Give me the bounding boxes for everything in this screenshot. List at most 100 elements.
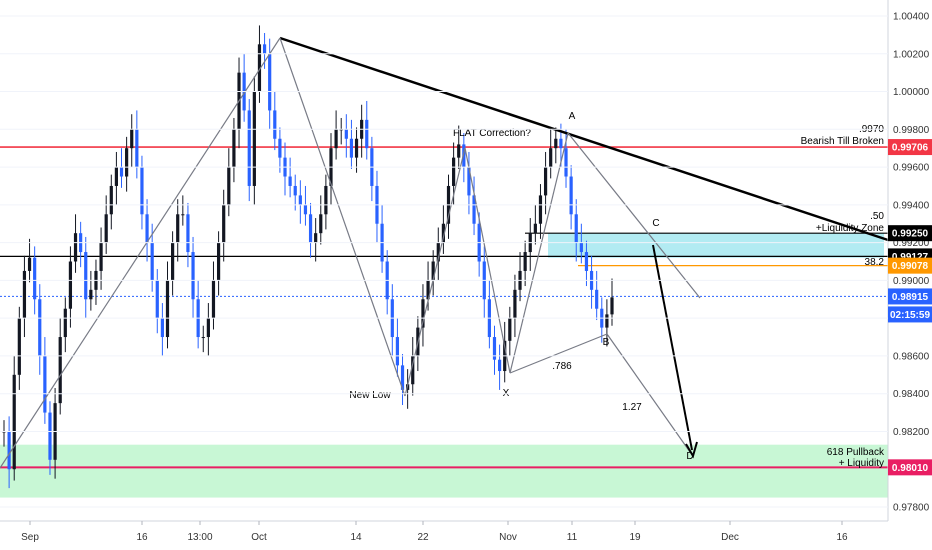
- price-tag: [888, 257, 932, 274]
- candle-body: [431, 261, 435, 281]
- candle-body: [63, 308, 67, 338]
- price-tag-label: 0.99250: [892, 229, 929, 240]
- annotation-r382: 38.2: [865, 257, 885, 268]
- x-tick-label: 19: [629, 532, 641, 543]
- pattern-leg: [279, 37, 406, 397]
- candle-body: [293, 185, 297, 196]
- price-axis[interactable]: 1.00400 1.00200 1.00000 0.99800 0.99600 0.994…: [0, 12, 930, 514]
- annotation-liq: +Liquidity Zone: [816, 223, 885, 234]
- candle-body: [538, 195, 543, 224]
- candle-body: [89, 289, 93, 300]
- candle-body: [145, 214, 149, 243]
- y-tick-label: 0.98600: [893, 351, 930, 362]
- candle-body: [395, 337, 400, 366]
- x-tick-label: Sep: [21, 532, 39, 543]
- pattern-leg: [404, 147, 466, 397]
- x-tick-label: 14: [350, 532, 362, 543]
- x-tick-label: 13:00: [187, 532, 212, 543]
- x-tick-label: 22: [417, 532, 429, 543]
- candle-body: [130, 129, 134, 149]
- candle-body: [17, 318, 21, 375]
- candle-body: [579, 242, 583, 253]
- candle-body: [559, 138, 563, 149]
- candle-body: [513, 289, 517, 319]
- price-tag-label: 0.99706: [892, 143, 929, 154]
- candle-body: [181, 214, 185, 216]
- candle-body: [298, 195, 302, 205]
- candle-body: [114, 167, 119, 186]
- candle-body: [278, 138, 282, 158]
- candle-body: [191, 252, 195, 300]
- y-tick-label: 0.98200: [893, 427, 930, 438]
- candle-body: [467, 167, 471, 196]
- candle-body: [303, 204, 308, 215]
- candle-body: [109, 185, 113, 215]
- x-tick-label: 16: [136, 532, 148, 543]
- candle-body: [533, 223, 537, 234]
- candle-body: [452, 157, 456, 186]
- candle-body: [436, 242, 440, 262]
- candle-body: [605, 314, 609, 328]
- price-tag: [888, 225, 932, 242]
- candle-body: [462, 144, 466, 168]
- price-tag: [888, 139, 932, 156]
- candle-body: [584, 252, 589, 271]
- candle-body: [68, 261, 73, 309]
- y-tick-label: 1.00000: [893, 87, 930, 98]
- candle-body: [595, 289, 599, 309]
- x-tick-label: Oct: [251, 532, 267, 543]
- candle-body: [273, 110, 277, 139]
- candle-body: [125, 148, 129, 177]
- candle-body: [334, 129, 338, 149]
- candle-body: [227, 167, 231, 205]
- candle-body: [48, 412, 52, 460]
- candle-body: [247, 110, 251, 186]
- annotation-newlow: New Low: [349, 390, 391, 401]
- candle-body: [222, 204, 226, 243]
- price-tag-label: 0.99127: [892, 252, 929, 263]
- annotation-r50: .50: [870, 211, 884, 222]
- candle-body: [104, 214, 108, 243]
- pattern-drawings: [0, 36, 889, 469]
- time-axis[interactable]: Sep 16 13:00 Oct 14 22 Nov 11 19 Dec 16: [21, 521, 848, 543]
- bd-leg: [606, 333, 691, 453]
- candle-body: [554, 138, 558, 149]
- candle-body: [7, 431, 11, 470]
- y-tick-label: 0.99400: [893, 200, 930, 211]
- candle-body: [252, 91, 256, 186]
- y-tick-label: 0.99600: [893, 163, 930, 174]
- annotation-pull2: + Liquidity: [839, 458, 884, 469]
- price-tag-label: 0.98010: [892, 463, 929, 474]
- arrow-head: [685, 441, 698, 459]
- candle-body: [140, 167, 144, 215]
- price-tag-label: 0.99078: [892, 261, 929, 272]
- x-tick-label: 11: [567, 532, 578, 543]
- candle-body: [314, 233, 318, 243]
- candle-body: [523, 252, 527, 271]
- candle-body: [319, 214, 323, 234]
- annotation-bearish: Bearish Till Broken: [801, 136, 884, 147]
- candle-body: [119, 167, 124, 177]
- candle-body: [99, 242, 103, 271]
- candle-body: [308, 214, 313, 243]
- y-tick-label: 0.98400: [893, 389, 930, 400]
- annotation-flat: FLAT Correction?: [453, 128, 531, 139]
- candle-body: [232, 129, 236, 168]
- y-tick-label: 1.00400: [893, 12, 930, 23]
- countdown-label: 02:15:59: [890, 310, 930, 321]
- pullback-zone: [0, 444, 888, 498]
- candle-body: [262, 44, 267, 54]
- price-tag: [888, 288, 932, 305]
- annotation-r786: .786: [552, 361, 572, 372]
- y-tick-label: 0.99000: [893, 276, 930, 287]
- candle-body: [492, 337, 497, 360]
- candle-body: [84, 252, 88, 300]
- annotation-r127: 1.27: [622, 402, 642, 413]
- pattern-leg: [464, 147, 511, 374]
- candle-body: [150, 242, 154, 281]
- candle-body: [457, 144, 461, 158]
- candle-body: [349, 138, 354, 158]
- candle-body: [508, 318, 512, 341]
